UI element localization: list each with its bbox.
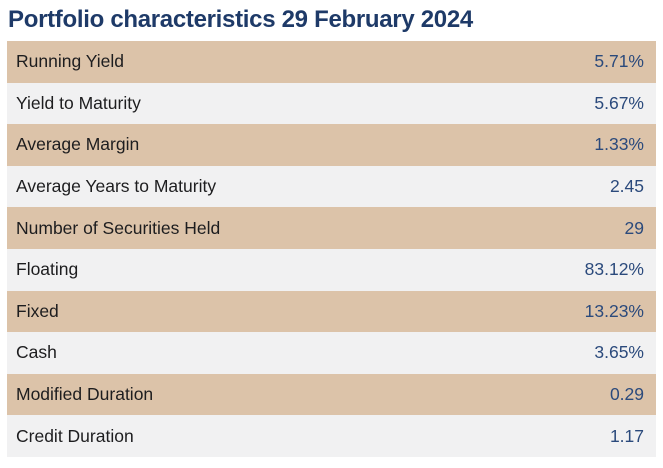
row-label: Average Years to Maturity [16, 176, 217, 197]
row-label: Yield to Maturity [16, 92, 141, 113]
table-row: Running Yield 5.71% [7, 41, 656, 83]
row-value: 5.71% [594, 51, 644, 72]
page-title: Portfolio characteristics 29 February 20… [8, 6, 473, 33]
portfolio-characteristics-table: Running Yield 5.71% Yield to Maturity 5.… [7, 41, 656, 457]
row-value: 83.12% [584, 259, 644, 280]
row-label: Cash [16, 342, 57, 363]
row-label: Modified Duration [16, 384, 154, 405]
row-value: 3.65% [594, 342, 644, 363]
table-row: Floating 83.12% [7, 248, 656, 291]
table-row: Modified Duration 0.29 [7, 373, 656, 416]
row-value: 5.67% [594, 92, 644, 113]
row-value: 2.45 [609, 176, 644, 197]
row-value: 29 [624, 217, 644, 238]
row-value: 13.23% [584, 300, 644, 321]
table-row: Fixed 13.23% [7, 290, 656, 333]
row-label: Credit Duration [16, 425, 134, 446]
table-row: Number of Securities Held 29 [7, 207, 656, 249]
table-row: Yield to Maturity 5.67% [7, 82, 656, 125]
table-row: Average Margin 1.33% [7, 124, 656, 166]
row-label: Number of Securities Held [16, 217, 221, 238]
row-value: 1.33% [594, 134, 644, 155]
table-row: Cash 3.65% [7, 332, 656, 374]
row-label: Fixed [16, 300, 59, 321]
row-value: 0.29 [609, 384, 644, 405]
row-label: Floating [16, 259, 79, 280]
table-row: Credit Duration 1.17 [7, 415, 656, 457]
row-label: Average Margin [16, 134, 140, 155]
table-row: Average Years to Maturity 2.45 [7, 165, 656, 208]
row-label: Running Yield [16, 51, 124, 72]
row-value: 1.17 [609, 425, 644, 446]
